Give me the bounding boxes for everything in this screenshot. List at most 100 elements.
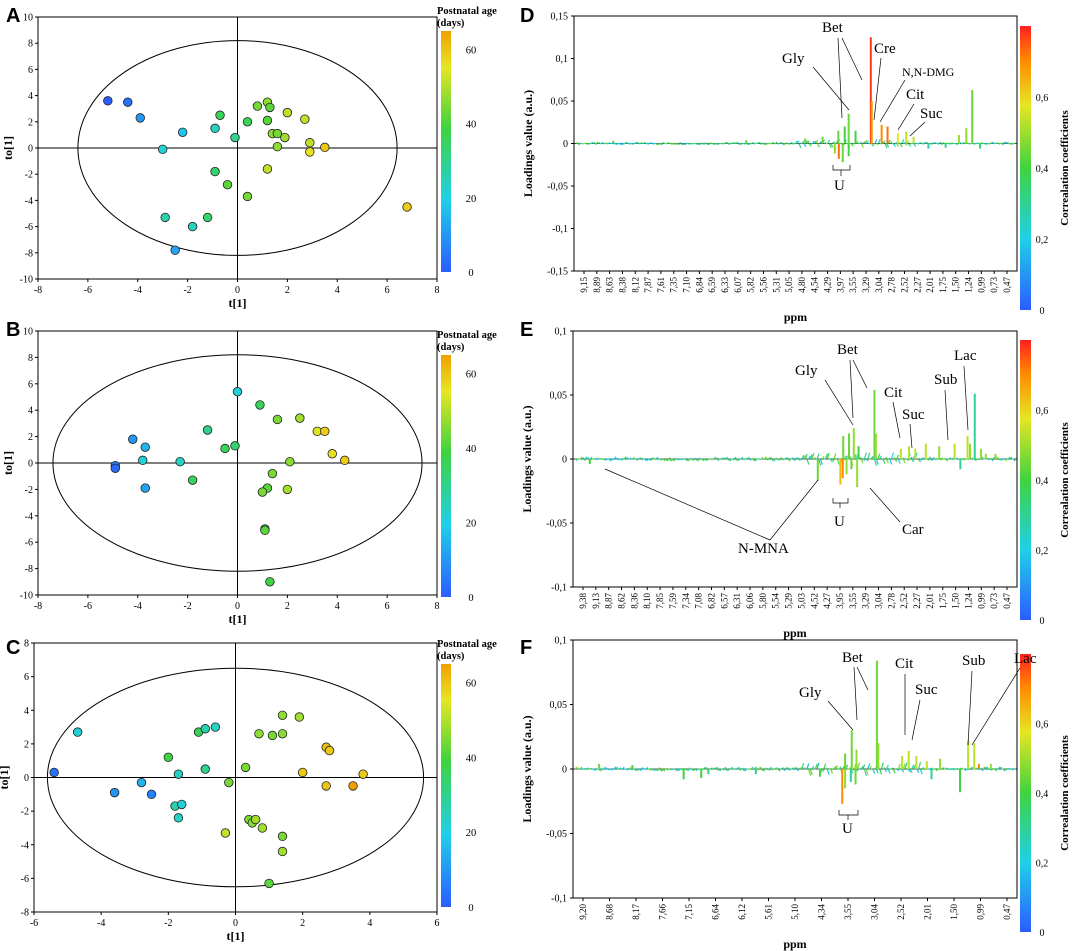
colorbar-title-line1: Postnatal age [437,639,497,650]
noise-segment [669,458,673,462]
x-tick-label: 5,61 [764,904,774,920]
y-tick-label: -0,05 [546,519,567,530]
noise-segment [982,766,986,770]
x-tick-label: 5,10 [790,904,800,920]
noise-segment [660,142,663,146]
noise-segment [863,768,867,776]
noise-segment [930,142,933,145]
noise-segment [589,456,593,460]
noise-segment [811,140,815,144]
noise-segment [876,143,879,146]
noise-segment [791,767,794,770]
x-tick-label: 1,50 [951,277,961,293]
colorbar-tick-label: 40 [466,120,477,131]
noise-segment [696,458,700,462]
x-tick-label: 2 [300,918,305,929]
colorbar-age [441,664,451,907]
x-tick-label: 8 [435,601,440,612]
x-tick-label: 3,97 [835,277,845,293]
noise-segment [824,453,829,460]
colorbar-tick-label: 0,4 [1036,476,1049,487]
x-tick-label: 2,27 [912,277,922,293]
sample-point [135,113,145,123]
y-tick-label: -6 [25,222,33,233]
noise-segment [796,140,800,144]
noise-segment [975,767,979,770]
noise-segment [891,767,894,770]
x-tick-label: 5,31 [771,277,781,293]
noise-segment [740,767,744,770]
noise-segment [737,142,741,146]
noise-segment [592,142,596,145]
noise-segment [877,453,881,460]
noise-segment [576,767,580,770]
colorbar-title-line2: (days) [437,342,465,353]
noise-segment [671,768,674,771]
colorbar-tick-label: 0 [468,903,473,914]
noise-segment [701,458,705,462]
sample-point [324,745,335,756]
panel-letter-A: A [6,5,20,27]
x-tick-label: 1,50 [951,593,961,609]
noise-segment [625,456,629,460]
hotelling-ellipse [52,354,423,572]
noise-segment [671,458,674,462]
x-tick-label: 0 [235,285,240,296]
label-u: U [834,514,845,530]
noise-segment [583,767,586,770]
noise-segment [621,766,625,770]
noise-segment [672,458,676,462]
noise-segment [841,765,845,770]
noise-segment [724,141,727,145]
noise-segment [1009,142,1013,145]
sample-point [177,127,188,137]
spectrum-noise [574,762,1016,776]
x-tick-label: 8,63 [605,277,615,293]
x-tick-label: 6,57 [719,593,729,609]
x-tick-label: 8,17 [631,904,641,920]
noise-segment [830,458,834,463]
x-tick-label: -6 [84,601,92,612]
colorbar-tick-label: 20 [466,828,477,839]
colorbar-tick-label: 60 [466,679,477,690]
sample-point [257,487,268,497]
noise-segment [798,458,801,461]
noise-segment [637,457,640,460]
panel-letter-B: B [6,319,20,341]
noise-segment [691,768,695,772]
noise-segment [696,768,700,771]
colorbar-tick-label: 20 [466,519,477,530]
noise-segment [917,762,922,770]
noise-segment [650,457,654,460]
noise-segment [752,458,756,462]
x-axis-label: ppm [783,937,806,951]
y-tick-label: 0 [28,459,33,470]
noise-segment [676,458,679,461]
noise-segment [1002,768,1006,772]
x-tick-label: 5,54 [771,593,781,609]
label-bet: Bet [837,342,859,358]
noise-segment [904,762,908,770]
noise-segment [887,139,891,144]
y-tick-label: 0,05 [550,700,568,711]
noise-segment [882,458,886,465]
noise-segment [987,458,991,461]
noise-segment [808,455,812,460]
x-tick-label: 8,68 [605,904,615,920]
noise-segment [996,456,999,460]
sample-point [265,102,275,113]
noise-segment [620,458,624,461]
x-tick-label: 3,29 [861,277,871,293]
x-tick-label: 5,05 [784,277,794,293]
noise-segment [829,768,834,774]
sample-point [200,764,210,774]
noise-segment [684,768,688,771]
noise-segment [646,142,650,145]
noise-segment [656,142,660,146]
sample-point [173,769,184,779]
panel-D-annotations: Gly Bet Cre N,N-DMG Cit Suc U [782,20,955,194]
noise-segment [659,458,662,461]
noise-segment [796,457,800,460]
sample-point [272,414,283,425]
x-tick-label: 5,03 [796,593,806,609]
